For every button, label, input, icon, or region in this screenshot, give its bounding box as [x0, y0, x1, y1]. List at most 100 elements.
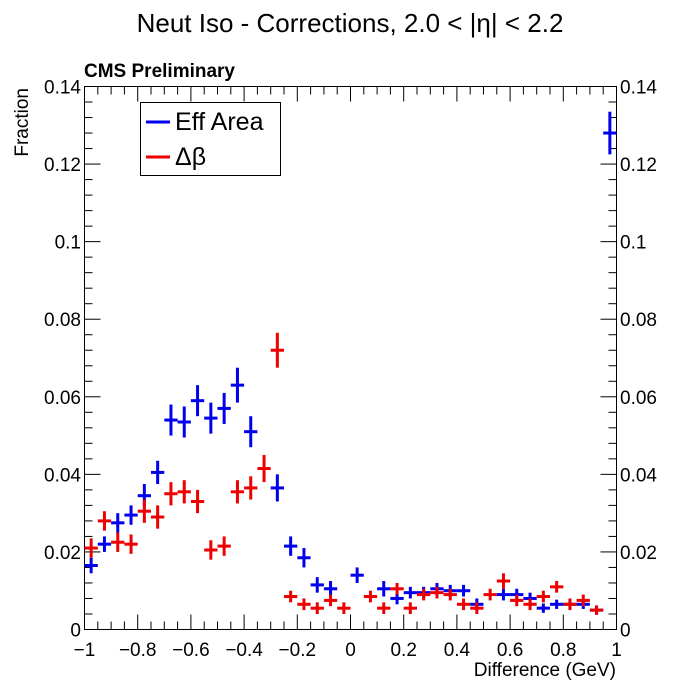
cms-label: CMS Preliminary [84, 61, 235, 82]
data-point [589, 605, 604, 615]
series-eff-area [84, 111, 617, 615]
data-point [550, 581, 564, 593]
data-point [111, 532, 125, 552]
y-tick-labels-right: 0 0.02 0.04 0.06 0.08 0.1 0.12 0.14 [620, 78, 657, 642]
data-point [363, 590, 378, 603]
x-tick-label: 1 [611, 640, 622, 661]
data-point [417, 588, 431, 601]
series-delta-beta [84, 332, 604, 615]
x-tick-labels: −1 −0.8 −0.6 −0.4 −0.2 0 0.2 0.4 0.6 0.8 1 [74, 640, 622, 661]
data-point [576, 594, 590, 607]
y-tick-label: 0.02 [44, 543, 81, 564]
data-point [270, 332, 284, 368]
y-tick-label: 0.12 [44, 155, 81, 176]
data-point [177, 406, 191, 438]
data-point [297, 548, 311, 568]
data-point [151, 505, 165, 529]
data-point [137, 499, 151, 523]
y-tick-label: 0.08 [44, 310, 81, 331]
data-point [536, 590, 550, 603]
y-tick-label-right: 0.02 [620, 543, 657, 564]
x-tick-label: −0.6 [172, 640, 210, 661]
data-point [217, 392, 231, 424]
y-tick-label-right: 0.04 [620, 465, 657, 486]
y-tick-label-right: 0.14 [620, 78, 657, 99]
chart-title: Neut Iso - Corrections, 2.0 < |η| < 2.2 [137, 8, 564, 38]
y-tick-label-right: 0.08 [620, 310, 657, 331]
data-point [164, 404, 178, 436]
data-point [323, 594, 338, 607]
data-point [536, 603, 550, 613]
x-tick-label: 0.6 [497, 640, 523, 661]
data-point [350, 567, 364, 583]
data-point [377, 581, 391, 597]
data-point [403, 602, 417, 614]
data-point [230, 480, 245, 504]
data-point [390, 582, 404, 595]
data-point [151, 460, 165, 485]
data-point [111, 513, 125, 533]
data-point [244, 476, 258, 500]
y-tick-label: 0.1 [55, 233, 81, 254]
data-point [496, 573, 511, 589]
data-point [456, 598, 471, 611]
data-point [204, 402, 218, 434]
y-tick-label-right: 0.1 [620, 233, 646, 254]
data-point [430, 586, 444, 599]
data-point [310, 577, 324, 593]
y-tick-label: 0.14 [44, 78, 81, 99]
y-tick-label-right: 0.06 [620, 388, 657, 409]
legend-label-delta-beta: Δβ [175, 143, 206, 171]
data-point [97, 536, 112, 552]
y-tick-label-right: 0 [620, 621, 631, 642]
y-axis-title: Fraction [12, 88, 33, 157]
data-point [284, 536, 298, 556]
data-point [310, 602, 324, 614]
data-point [204, 540, 218, 560]
x-tick-label: −0.2 [279, 640, 317, 661]
x-tick-label: 0.8 [550, 640, 576, 661]
data-point [177, 480, 191, 504]
data-point [84, 538, 98, 558]
x-tick-label: 0.4 [444, 640, 471, 661]
data-point [550, 599, 564, 609]
data-point [124, 505, 138, 525]
y-tick-label: 0.04 [44, 465, 81, 486]
data-point [496, 588, 511, 601]
data-point [523, 598, 537, 611]
data-point [244, 416, 258, 448]
data-point [257, 454, 271, 483]
data-point [270, 474, 284, 502]
data-point [164, 482, 178, 506]
data-point [230, 367, 245, 403]
data-point [377, 602, 391, 614]
data-point [563, 598, 577, 611]
legend-box [140, 102, 281, 176]
data-point [97, 511, 112, 531]
x-tick-label: −1 [74, 640, 96, 661]
data-point [483, 588, 497, 601]
data-point [470, 602, 484, 614]
data-point [217, 536, 231, 556]
data-point [190, 385, 205, 417]
data-point [297, 598, 311, 611]
data-point [124, 534, 138, 554]
x-tick-label: 0.2 [390, 640, 416, 661]
data-point [323, 581, 338, 597]
data-point [510, 594, 524, 607]
data-point [284, 590, 298, 603]
x-axis-title: Difference (GeV) [474, 660, 616, 681]
data-point [84, 557, 98, 574]
data-point [190, 489, 205, 514]
y-tick-label: 0 [70, 621, 81, 642]
data-point [603, 111, 617, 155]
legend: Eff Area Δβ [140, 102, 281, 176]
legend-label-eff-area: Eff Area [175, 108, 264, 136]
x-tick-label: −0.4 [225, 640, 263, 661]
x-tick-label: 0 [345, 640, 356, 661]
x-tick-label: −0.8 [119, 640, 157, 661]
data-point [443, 588, 457, 601]
y-tick-label-right: 0.12 [620, 155, 657, 176]
data-point [403, 586, 417, 599]
